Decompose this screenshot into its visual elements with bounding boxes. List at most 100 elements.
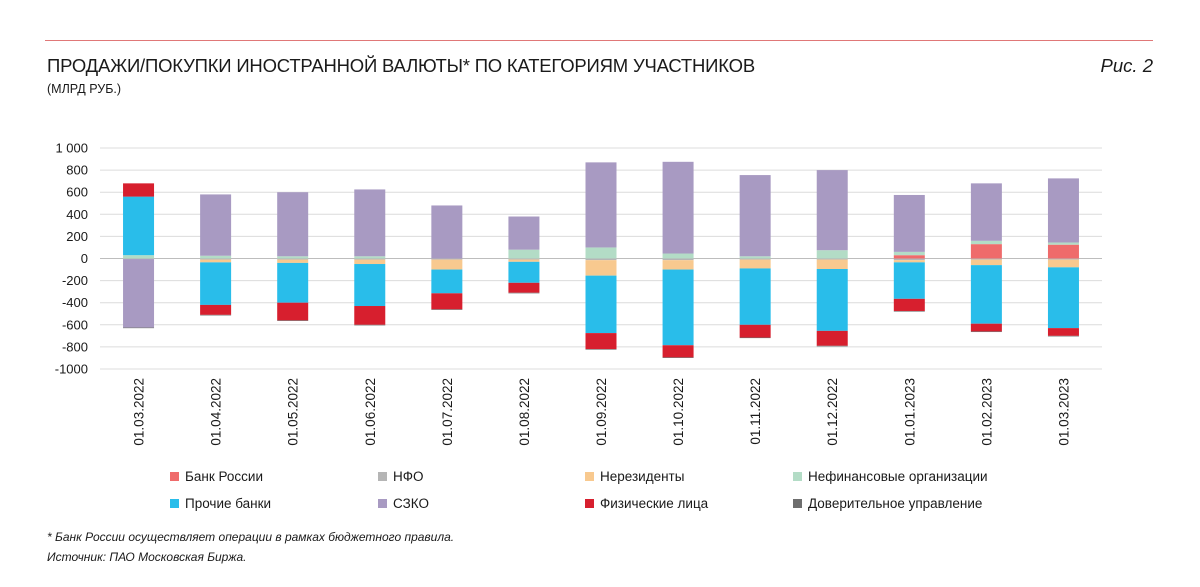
- bar-segment: [893, 255, 925, 259]
- bar-segment: [662, 253, 694, 259]
- bar-segment: [431, 258, 463, 260]
- bar-segment: [200, 194, 232, 256]
- x-tick-label: 01.04.2022: [209, 378, 224, 446]
- x-tick-label: 01.03.2023: [1056, 378, 1071, 446]
- bar-segment: [585, 275, 617, 334]
- bar-segment: [123, 255, 155, 259]
- legend-item: Физические лица: [585, 496, 708, 511]
- y-tick-label: -800: [62, 339, 88, 354]
- bar-segment: [354, 258, 386, 260]
- bar-segment: [739, 258, 771, 260]
- figure-label: Рис. 2: [1100, 55, 1153, 76]
- bar-segment: [354, 264, 386, 307]
- bar-segment: [816, 250, 848, 259]
- bar-segment: [277, 258, 309, 260]
- bar-segment: [277, 302, 309, 321]
- bar-segment: [816, 345, 848, 347]
- bar-segment: [123, 259, 155, 328]
- y-tick-label: -1000: [55, 362, 88, 377]
- bar-segment: [1047, 244, 1079, 259]
- y-tick-label: 600: [66, 185, 88, 200]
- bar-segment: [970, 331, 1002, 333]
- bar-segment: [200, 258, 232, 260]
- legend-swatch: [793, 472, 802, 481]
- x-tick-label: 01.03.2022: [132, 378, 147, 446]
- bar-segment: [1047, 178, 1079, 243]
- bar-segment: [662, 161, 694, 254]
- bar-segment: [354, 189, 386, 257]
- x-tick-label: 01.06.2022: [363, 378, 378, 446]
- y-tick-label: -200: [62, 273, 88, 288]
- bar-segment: [893, 251, 925, 256]
- bar-segment: [200, 304, 232, 315]
- x-tick-label: 01.12.2022: [825, 378, 840, 446]
- bars-layer: [123, 161, 1079, 358]
- bar-segment: [739, 337, 771, 339]
- bar-segment: [508, 216, 540, 250]
- bar-segment: [893, 310, 925, 312]
- bar-segment: [739, 324, 771, 338]
- bar-segment: [431, 269, 463, 294]
- chart-title: ПРОДАЖИ/ПОКУПКИ ИНОСТРАННОЙ ВАЛЮТЫ* ПО К…: [47, 55, 755, 76]
- bar-segment: [508, 292, 540, 294]
- y-tick-label: 400: [66, 207, 88, 222]
- bar-segment: [354, 324, 386, 326]
- bar-segment: [277, 256, 309, 259]
- bar-segment: [970, 265, 1002, 324]
- chart-subtitle: (МЛРД РУБ.): [47, 82, 122, 96]
- legend-label: НФО: [393, 469, 424, 484]
- bar-segment: [354, 256, 386, 259]
- bar-segment: [1047, 258, 1079, 260]
- legend-item: СЗКО: [378, 496, 429, 511]
- bar-segment: [739, 256, 771, 259]
- bar-segment: [585, 162, 617, 248]
- bar-segment: [970, 258, 1002, 260]
- bar-segment: [1047, 335, 1079, 337]
- legend-item: Прочие банки: [170, 496, 271, 511]
- bar-segment: [1047, 242, 1079, 245]
- x-tick-label: 01.07.2022: [440, 378, 455, 446]
- x-tick-label: 01.02.2023: [979, 378, 994, 446]
- y-tick-label: 200: [66, 229, 88, 244]
- bar-segment: [585, 260, 617, 276]
- bar-segment: [739, 268, 771, 325]
- bar-segment: [354, 306, 386, 325]
- legend-label: Физические лица: [600, 496, 709, 511]
- bar-segment: [662, 260, 694, 270]
- bar-segment: [123, 258, 155, 260]
- bar-segment: [1047, 267, 1079, 329]
- y-tick-label: 1 000: [55, 141, 88, 156]
- bar-segment: [816, 170, 848, 251]
- legend-label: Доверительное управление: [808, 496, 983, 511]
- bar-segment: [893, 194, 925, 252]
- bar-segment: [585, 333, 617, 350]
- bar-segment: [123, 183, 155, 197]
- legend-swatch: [585, 472, 594, 481]
- legend-swatch: [170, 499, 179, 508]
- x-tick-label: 01.10.2022: [671, 378, 686, 446]
- legend-item: Нерезиденты: [585, 469, 684, 484]
- bar-segment: [431, 205, 463, 259]
- bar-segment: [277, 320, 309, 321]
- x-tick-label: 01.08.2022: [517, 378, 532, 446]
- bar-segment: [970, 323, 1002, 332]
- source-note: Источник: ПАО Московская Биржа.: [47, 550, 247, 564]
- y-tick-label: 0: [81, 251, 88, 266]
- bar-segment: [739, 259, 771, 269]
- bar-segment: [431, 293, 463, 310]
- x-tick-label: 01.09.2022: [594, 378, 609, 446]
- bar-segment: [893, 262, 925, 299]
- bar-segment: [277, 259, 309, 263]
- footnote: * Банк России осуществляет операции в ра…: [47, 530, 455, 544]
- legend-item: НФО: [378, 469, 424, 484]
- legend-label: СЗКО: [393, 496, 429, 511]
- legend-label: Нефинансовые организации: [808, 469, 988, 484]
- legend-item: Нефинансовые организации: [793, 469, 988, 484]
- bar-segment: [816, 330, 848, 346]
- bar-segment: [277, 262, 309, 303]
- bar-segment: [893, 260, 925, 263]
- bar-segment: [1047, 328, 1079, 336]
- legend-swatch: [378, 499, 387, 508]
- bar-segment: [200, 259, 232, 263]
